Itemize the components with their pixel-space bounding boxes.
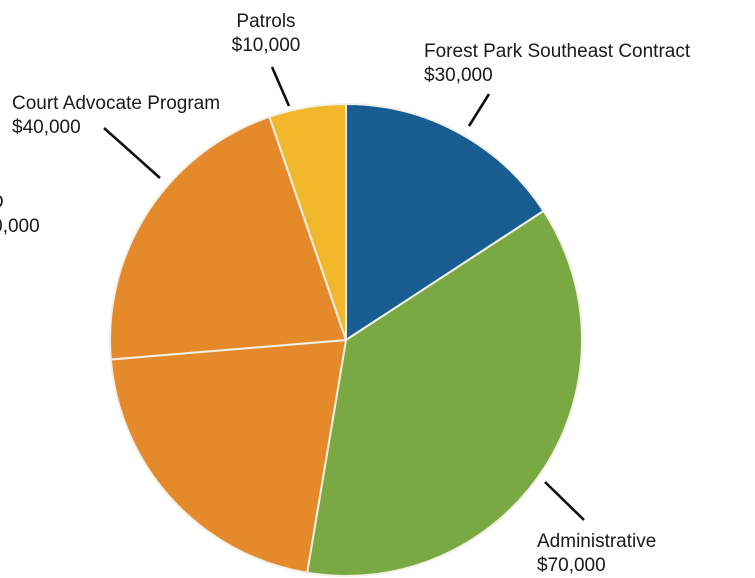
pie-slice-court-advocate-program — [109, 115, 348, 361]
slice-value: $30,000 — [424, 65, 493, 86]
pie-slice-administrative — [306, 209, 583, 577]
slice-label-patrols: Patrols $10,000 — [222, 10, 310, 58]
pie-slice-forest-park-southeast-contract — [345, 102, 545, 342]
slice-name: Forest Park Southeast Contract — [424, 41, 691, 62]
slice-value: $40,000 — [12, 117, 81, 138]
slice-name: Court Advocate Program — [12, 93, 221, 114]
pie-slice-patrols — [268, 102, 347, 341]
slice-name: Administrative — [537, 531, 657, 552]
slice-label-court-advocate: Court Advocate Program $40,000 — [12, 92, 220, 140]
leader-line-forest-park — [467, 93, 491, 127]
slice-name: Patrols — [236, 11, 296, 32]
slice-name: CID — [0, 191, 40, 215]
leader-line-administrative — [544, 481, 585, 521]
slice-value: $70,000 — [537, 555, 606, 576]
slice-label-forest-park: Forest Park Southeast Contract $30,000 — [424, 40, 690, 88]
pie-slice-cid — [109, 338, 348, 574]
slice-label-cid: CID $40,000 — [0, 191, 40, 239]
slice-label-administrative: Administrative $70,000 — [537, 530, 656, 578]
slice-value: $10,000 — [231, 35, 301, 56]
leader-line-court-advocate — [103, 127, 161, 179]
leader-line-patrols — [270, 66, 291, 107]
slice-value: $40,000 — [0, 216, 40, 237]
